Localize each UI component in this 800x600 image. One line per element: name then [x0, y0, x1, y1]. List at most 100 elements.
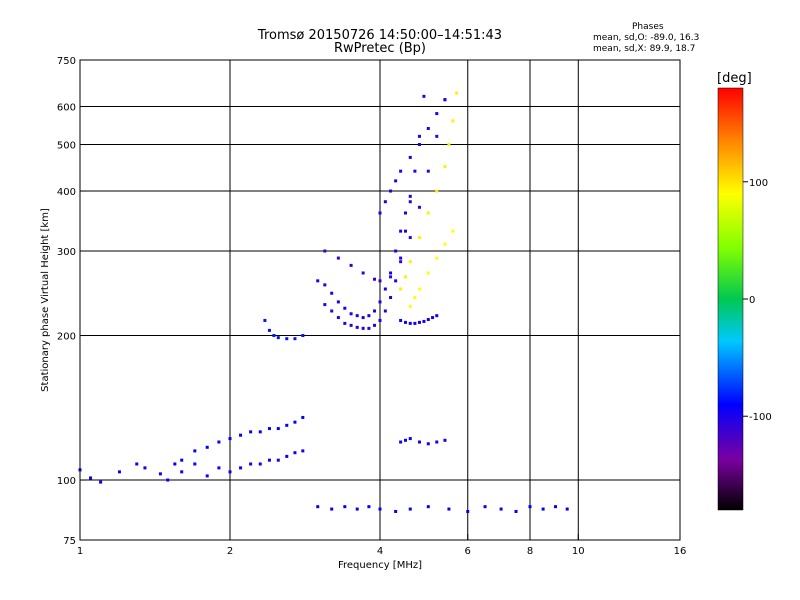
data-point [383, 309, 387, 313]
data-point [99, 480, 103, 484]
data-point [417, 205, 421, 209]
data-point [323, 283, 327, 287]
data-point [355, 325, 359, 329]
phases-o-mode-stats: mean, sd,O: -89.0, 16.3 [593, 33, 700, 43]
data-point [361, 326, 365, 330]
y-axis-ticks: 75 100 200 300 400 500 600 750 [57, 56, 86, 547]
data-point [323, 249, 327, 253]
data-point [336, 256, 340, 260]
data-point [276, 336, 280, 340]
data-point [193, 462, 197, 466]
x-tick-label: 8 [527, 546, 533, 557]
colorbar-ticks: 100 0 -100 [743, 178, 772, 423]
data-point [413, 169, 417, 173]
data-point [413, 321, 417, 325]
data-point [389, 275, 393, 279]
data-point [483, 505, 487, 509]
data-point [301, 449, 305, 453]
x-axis-ticks: 1 2 4 6 8 10 16 [77, 534, 686, 557]
data-point [217, 466, 221, 470]
data-point [417, 440, 421, 444]
y-tick-label: 100 [57, 476, 76, 487]
data-point [293, 451, 297, 455]
data-point [330, 507, 334, 511]
data-point [272, 334, 276, 338]
data-point [435, 189, 439, 193]
data-point [373, 277, 377, 281]
data-point [408, 437, 412, 441]
data-point [399, 260, 403, 264]
data-point [422, 94, 426, 98]
colorbar [717, 87, 744, 511]
data-point [143, 466, 147, 470]
data-point [239, 466, 243, 470]
data-point [89, 476, 93, 480]
data-point [435, 256, 439, 260]
data-point [117, 470, 121, 474]
data-point [426, 317, 430, 321]
data-point [361, 271, 365, 275]
data-point [217, 440, 221, 444]
data-point [276, 458, 280, 462]
phases-x-mode-stats: mean, sd,X: 89.9, 18.7 [593, 44, 696, 54]
data-point [443, 164, 447, 168]
data-point [361, 316, 365, 320]
data-point [417, 143, 421, 147]
data-point [455, 91, 459, 95]
data-point [417, 134, 421, 138]
data-point [228, 437, 232, 441]
data-point [301, 415, 305, 419]
data-point [399, 229, 403, 233]
data-point [443, 438, 447, 442]
data-point [389, 296, 393, 300]
data-point [451, 119, 455, 123]
data-point [403, 229, 407, 233]
phases-heading: Phases [632, 22, 664, 32]
data-point [399, 256, 403, 260]
x-tick-label: 10 [572, 546, 585, 557]
data-point [426, 505, 430, 509]
data-point [399, 287, 403, 291]
data-point [355, 314, 359, 318]
y-tick-label: 200 [57, 332, 76, 343]
data-point [378, 300, 382, 304]
data-point [435, 112, 439, 116]
data-point [466, 509, 470, 513]
data-point [394, 179, 398, 183]
data-point [426, 169, 430, 173]
data-point [336, 300, 340, 304]
x-tick-label: 1 [77, 546, 83, 557]
data-point [408, 304, 412, 308]
data-point [180, 470, 184, 474]
data-point [403, 211, 407, 215]
data-point [267, 328, 271, 332]
data-points [78, 91, 569, 513]
data-point [443, 242, 447, 246]
data-point [263, 318, 267, 322]
x-tick-label: 4 [377, 546, 383, 557]
data-point [367, 505, 371, 509]
data-point [435, 440, 439, 444]
data-point [180, 458, 184, 462]
y-tick-label: 600 [57, 103, 76, 114]
chart-subtitle: RwPretec (Bp) [333, 41, 427, 56]
data-point [435, 314, 439, 318]
data-point [373, 323, 377, 327]
data-point [399, 440, 403, 444]
data-point [447, 507, 451, 511]
data-point [408, 260, 412, 264]
y-axis-label: Stationary phase Virtual Height [km] [40, 208, 51, 392]
data-point [383, 287, 387, 291]
colorbar-tick-label: 100 [749, 178, 768, 189]
data-point [285, 423, 289, 427]
y-tick-label: 500 [57, 141, 76, 152]
data-point [249, 462, 253, 466]
data-point [408, 155, 412, 159]
data-point [499, 507, 503, 511]
data-point [514, 509, 518, 513]
data-point [399, 318, 403, 322]
data-point [293, 337, 297, 341]
data-point [258, 430, 262, 434]
data-point [383, 200, 387, 204]
